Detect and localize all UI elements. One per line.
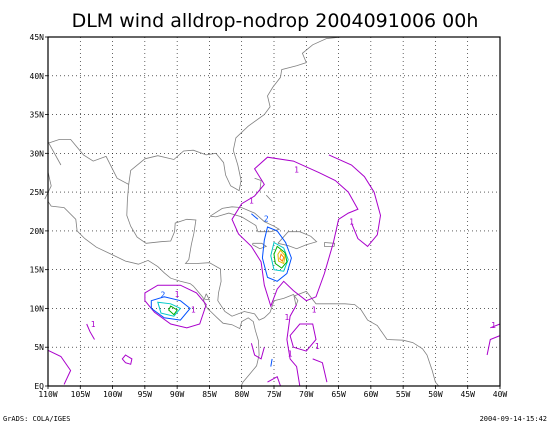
lat-tick-label: 20N [30,227,45,236]
contour-line [231,156,359,308]
lon-tick-label: 50W [428,390,443,399]
coastline-segment [128,36,342,192]
coastline-segment [209,206,281,233]
contour-label: 1 [312,305,317,314]
lat-tick-label: 10N [30,304,45,313]
contour-label: 1 [191,305,196,314]
coastline-segment [266,194,273,202]
lat-tick-label: 25N [30,188,45,197]
contour-line [286,304,301,387]
lat-tick-label: 45N [30,33,45,42]
contour-line [168,305,178,316]
coastline-segment [203,293,211,301]
coastline-segment [324,242,336,247]
lon-tick-label: 70W [299,390,314,399]
coastline-segment [277,231,318,250]
contour-label: 1 [294,166,299,175]
wind-difference-contours [47,154,501,387]
lat-tick-label: 5N [34,343,44,352]
footer-left: GrADS: COLA/IGES [3,415,70,423]
contour-line [250,343,265,360]
contour-label: 1 [315,342,320,351]
contour-labels: 1 1 1 1 1 2 2 1 1 1 1 1 1 [91,166,496,359]
contour-line [490,323,501,329]
contour-line [121,354,133,365]
coastline-segment [47,201,260,387]
latitude-tick-labels: EQ 5N 10N 15N 20N 25N 30N 35N 40N 45N [30,33,48,391]
lat-lon-grid [48,37,500,386]
lon-tick-label: 80W [234,390,249,399]
lat-tick-label: 35N [30,111,45,120]
figure-title: DLM wind alldrop-nodrop 2004091006 00h [72,10,479,32]
contour-line [328,154,382,248]
coastline-segment [254,177,262,192]
coastline-segment [47,141,62,166]
lon-tick-label: 55W [396,390,411,399]
contour-line [289,323,317,352]
coastline-segment [47,139,129,185]
contour-label: 2 [160,291,165,300]
contour-line [279,253,285,262]
lat-tick-label: 40N [30,72,45,81]
contour-line [273,245,288,269]
coastline-segment [126,184,440,387]
contour-line [150,296,191,321]
coastline-segment [44,171,52,200]
contour-label: 1 [175,290,180,299]
contour-line [270,358,273,367]
contour-label: 2 [264,215,269,224]
lon-tick-label: 40W [493,390,508,399]
contour-label: 1 [91,320,96,329]
lon-tick-label: 65W [331,390,346,399]
footer-right: 2004-09-14-15:42 [480,415,547,423]
contour-line [251,213,259,220]
contour-label: 1 [491,321,496,330]
contour-line [312,358,328,383]
contour-label: 1 [284,313,289,322]
contour-label: 1 [249,197,254,206]
contour-line [157,301,182,317]
contour-line [86,323,95,340]
contour-line [261,226,292,282]
lon-tick-label: 95W [138,390,153,399]
longitude-tick-labels: 110W 105W 100W 95W 90W 85W 80W 75W 70W 65W 60W 55W 5… [38,386,507,399]
contour-label: 1 [349,218,354,227]
lat-tick-label: EQ [34,382,44,391]
lon-tick-label: 45W [460,390,475,399]
contour-line [270,241,289,272]
contour-line [267,375,281,387]
lon-tick-label: 110W [38,390,57,399]
coastlines [44,36,440,387]
contour-label: 1 [288,350,293,359]
lon-tick-label: 90W [170,390,185,399]
lon-tick-label: 105W [71,390,90,399]
lon-tick-label: 100W [103,390,122,399]
contour-line [486,335,501,356]
lat-tick-label: 15N [30,266,45,275]
contour-line [47,349,72,385]
contour-line [277,249,286,265]
lon-tick-label: 85W [202,390,217,399]
lon-tick-label: 60W [364,390,379,399]
lon-tick-label: 75W [267,390,282,399]
lat-tick-label: 30N [30,149,45,158]
